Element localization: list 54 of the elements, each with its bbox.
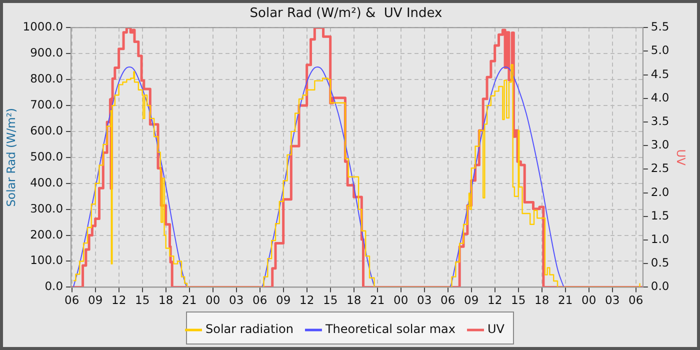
- y-tick-label: 900.0: [30, 46, 64, 60]
- y-tick-label: 600.0: [30, 123, 64, 138]
- x-tick-label: 18: [158, 293, 174, 308]
- x-tick-label: 00: [582, 293, 596, 308]
- y2-tick-label: 0.5: [650, 256, 670, 270]
- x-tick-label: 00: [206, 293, 220, 308]
- x-tick-label: 21: [558, 293, 573, 308]
- y-tick-label: 1000.0: [22, 20, 64, 34]
- y2-tick-label: 2.0: [650, 184, 670, 199]
- y-tick-label: 0.0: [44, 279, 64, 294]
- y2-tick-label: 5.0: [650, 43, 670, 58]
- x-tick-label: 06: [64, 293, 80, 308]
- y2-tick-label: 1.5: [650, 208, 670, 222]
- x-tick-label: 21: [182, 293, 197, 308]
- y2-tick-label: 4.0: [650, 90, 670, 104]
- y-tick-label: 700.0: [30, 97, 64, 112]
- y-tick-label: 300.0: [30, 201, 64, 216]
- y2-tick-label: 3.0: [650, 138, 670, 152]
- y2-axis-title: UV: [674, 149, 688, 166]
- y2-tick-label: 3.5: [650, 114, 670, 128]
- x-tick-label: 06: [440, 293, 456, 308]
- x-tick-label: 12: [112, 293, 126, 308]
- chart-title: Solar Rad (W/m²) & UV Index: [250, 6, 443, 22]
- x-tick-label: 12: [300, 293, 314, 308]
- y2-tick-label: 4.5: [650, 66, 670, 81]
- x-tick-label: 21: [370, 293, 385, 308]
- y2-tick-label: 2.5: [650, 161, 670, 176]
- x-tick-label: 15: [135, 293, 150, 308]
- x-tick-label: 03: [229, 293, 244, 308]
- x-tick-label: 06: [628, 293, 644, 308]
- x-tick-label: 09: [464, 293, 479, 308]
- y2-tick-label: 0.0: [650, 279, 670, 294]
- legend-label: UV: [488, 322, 506, 336]
- x-tick-label: 15: [323, 293, 338, 308]
- x-tick-label: 18: [534, 293, 550, 308]
- y-tick-label: 100.0: [30, 253, 64, 268]
- y-axis-title: Solar Rad (W/m²): [4, 108, 18, 207]
- y-tick-label: 400.0: [30, 175, 64, 190]
- x-tick-label: 09: [276, 293, 291, 308]
- x-tick-label: 03: [417, 293, 432, 308]
- y2-tick-label: 1.0: [650, 232, 670, 246]
- x-tick-label: 09: [88, 293, 103, 308]
- legend-label: Theoretical solar max: [324, 322, 456, 336]
- x-tick-label: 03: [605, 293, 620, 308]
- x-tick-label: 06: [252, 293, 268, 308]
- x-tick-label: 18: [346, 293, 362, 308]
- y-tick-label: 500.0: [30, 149, 64, 164]
- y-tick-label: 800.0: [30, 72, 64, 86]
- x-tick-label: 15: [511, 293, 526, 308]
- x-tick-label: 00: [394, 293, 408, 308]
- x-tick-label: 12: [488, 293, 502, 308]
- y-tick-label: 200.0: [30, 227, 64, 242]
- y2-tick-label: 5.5: [650, 20, 670, 34]
- legend-label: Solar radiation: [206, 322, 294, 336]
